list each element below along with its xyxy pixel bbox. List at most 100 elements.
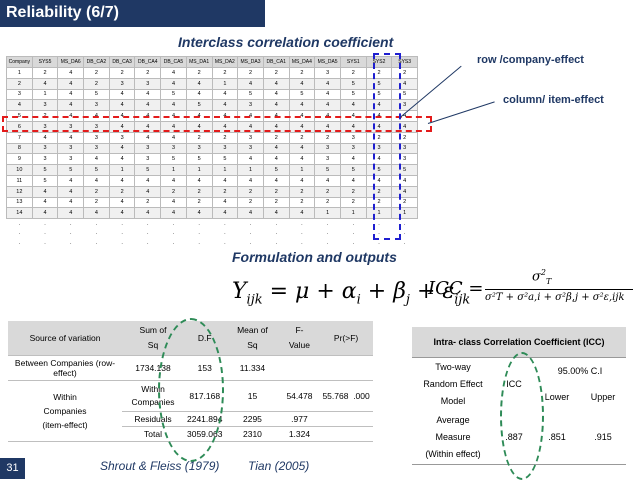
data-table-cell: 4 [262, 99, 290, 112]
data-table-cell: 5 [262, 164, 290, 176]
formula-e: + ε [409, 279, 455, 304]
data-table-cell: 4 [262, 207, 290, 220]
data-table-cell: 4 [288, 77, 316, 90]
data-table-cell: 2 [211, 67, 239, 79]
sum-of-squares-highlight [158, 318, 224, 462]
data-table-cell: 3 [211, 142, 239, 155]
ellipsis-row: ................ [7, 239, 418, 249]
data-table-cell: 3 [391, 153, 418, 166]
ellipsis-cell: . [95, 240, 98, 247]
icc-fraction-bar [485, 289, 633, 290]
ellipsis-cell: . [275, 230, 277, 237]
data-table-cell: 3 [237, 99, 264, 112]
data-table-cell: 3 [83, 131, 110, 144]
data-table-cell: 4 [288, 153, 316, 166]
data-table-cell: 4 [6, 99, 33, 112]
data-table-cell: 4 [134, 88, 162, 101]
formula-e-sub: ijk [454, 292, 471, 308]
data-table-cell: 2 [237, 185, 264, 198]
data-table-cell: 2 [160, 185, 187, 198]
ellipsis-cell: . [121, 230, 123, 237]
data-table-cell: 2 [185, 67, 213, 79]
icc-heading: Interclass correlation coefficient [178, 34, 394, 50]
ellipsis-cell: . [172, 220, 175, 227]
data-table-cell: 4 [288, 142, 316, 155]
ellipsis-cell: . [326, 240, 329, 247]
anova-header-mean: Mean of Sq [225, 321, 280, 356]
data-table-header-cell: SYS1 [339, 56, 367, 68]
data-table-cell: 4 [134, 131, 162, 144]
anova-header-f: F- Value [279, 321, 320, 356]
data-table-row: 13 4 4 2 4 2 4 2 4 2 2 2 2 2 2 2 [6, 196, 418, 209]
data-table-cell: 4 [211, 88, 239, 101]
data-table-cell: 2 [83, 185, 110, 198]
data-table-cell: 4 [57, 88, 85, 101]
ellipsis-cell: . [69, 220, 72, 227]
data-table-cell: 1 [288, 164, 316, 176]
data-table-cell: 2 [391, 196, 418, 209]
data-table-cell: 5 [339, 164, 367, 176]
data-table-cell: 4 [262, 142, 290, 155]
data-table-cell: 2 [134, 196, 162, 209]
data-table-cell: 4 [83, 207, 110, 220]
data-table-cell: 2 [185, 196, 213, 209]
ellipsis-cell: . [224, 230, 226, 237]
data-table-cell: 2 [83, 196, 110, 209]
data-table-cell: 4 [314, 99, 341, 112]
ellipsis-cell: . [352, 240, 355, 247]
formula-y: Y [232, 279, 247, 304]
data-table-cell: 3 [31, 99, 59, 112]
data-table-header-cell: MS_DA4 [288, 56, 316, 68]
data-table-cell: 4 [237, 77, 264, 90]
ellipsis-cell: . [378, 230, 380, 237]
data-table-cell: 2 [339, 196, 367, 209]
data-table-cell: 4 [134, 99, 162, 112]
data-table-cell: 5 [185, 153, 213, 166]
data-table-cell: 2 [391, 131, 418, 144]
data-table-cell: 5 [160, 153, 187, 166]
icc-formula: ICC = σ2T σ²T + σ²a,i + σ²β,j + σ²ε,ijk [428, 268, 633, 316]
ellipsis-cell: . [249, 230, 252, 237]
data-table-cell: 5 [134, 164, 162, 176]
data-table-cell: 4 [339, 153, 367, 166]
ellipsis-cell: . [224, 220, 226, 227]
ellipsis-cell: . [172, 240, 175, 247]
data-table-cell: 10 [6, 164, 33, 176]
data-table-cell: 2 [83, 67, 110, 79]
ellipsis-cell: . [147, 240, 149, 247]
data-table-cell: 3 [57, 153, 85, 166]
data-table-cell: 2 [262, 185, 290, 198]
data-table-cell: 4 [160, 207, 187, 220]
ellipsis-cell: . [18, 220, 21, 227]
data-table-cell: 5 [83, 164, 110, 176]
data-table-cell: 5 [160, 88, 187, 101]
data-table-cell: 1 [185, 164, 213, 176]
ellipsis-cell: . [275, 220, 277, 227]
ellipsis-cell: . [95, 230, 98, 237]
data-table-cell: 2 [31, 67, 59, 79]
data-table-cell: 4 [288, 174, 316, 187]
data-table-cell: 5 [288, 88, 316, 101]
data-table-header-cell: DB_CA2 [83, 56, 110, 68]
data-table-cell: 5 [211, 153, 239, 166]
data-table-cell: 3 [6, 88, 33, 101]
data-table-cell: 4 [31, 77, 59, 90]
slide-title-bar: Reliability (6/7) [0, 0, 265, 27]
data-table-cell: 3 [134, 77, 162, 90]
data-table-cell: 3 [160, 142, 187, 155]
formula-b: + β [360, 279, 406, 304]
data-table-cell: 3 [31, 142, 59, 155]
ellipsis-cell: . [352, 220, 355, 227]
data-table-cell: 4 [160, 67, 187, 79]
data-table-cell: 4 [339, 99, 367, 112]
data-table-cell: 4 [211, 99, 239, 112]
data-table-cell: 4 [31, 207, 59, 220]
data-table-cell: 2 [262, 196, 290, 209]
ellipsis-cell: . [95, 220, 98, 227]
column-effect-annotation: column/ item-effect [503, 94, 604, 106]
data-table-cell: 4 [108, 174, 136, 187]
